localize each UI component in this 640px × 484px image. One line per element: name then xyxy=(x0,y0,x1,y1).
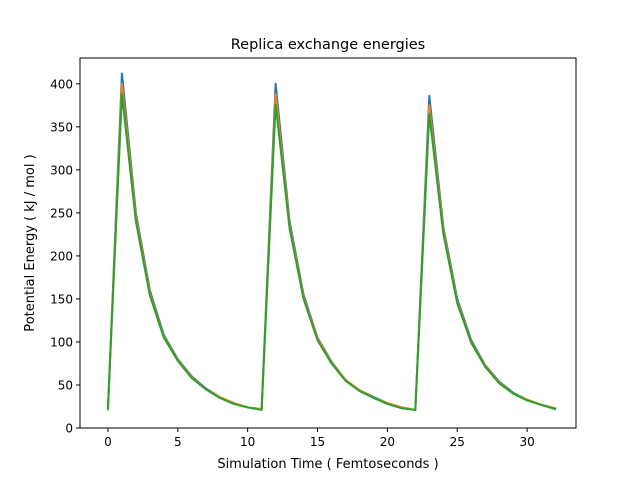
x-tick-label: 25 xyxy=(450,435,465,449)
series-layer xyxy=(106,72,557,411)
y-tick-label: 0 xyxy=(65,422,73,436)
y-tick-label: 250 xyxy=(50,206,73,220)
x-tick-label: 20 xyxy=(380,435,395,449)
y-tick-label: 400 xyxy=(50,77,73,91)
y-tick-label: 300 xyxy=(50,163,73,177)
y-tick-label: 150 xyxy=(50,292,73,306)
y-tick-label: 50 xyxy=(58,378,73,392)
x-tick-label: 0 xyxy=(104,435,112,449)
x-tick-label: 10 xyxy=(240,435,255,449)
y-axis-ticks: 0 50 100 150 200 250 300 350 400 xyxy=(50,77,80,436)
x-axis-label: Simulation Time ( Femtoseconds ) xyxy=(217,457,438,472)
x-tick-label: 5 xyxy=(174,435,182,449)
plot-frame xyxy=(79,57,577,429)
y-axis-label: Potential Energy ( kJ / mol ) xyxy=(23,154,38,331)
series-line-3 xyxy=(106,93,557,411)
y-tick-label: 200 xyxy=(50,249,73,263)
y-tick-label: 350 xyxy=(50,120,73,134)
y-tick-label: 100 xyxy=(50,335,73,349)
x-tick-label: 15 xyxy=(310,435,325,449)
x-axis-ticks: 0 5 10 15 20 25 30 xyxy=(104,428,535,449)
x-tick-label: 30 xyxy=(519,435,534,449)
chart-title: Replica exchange energies xyxy=(231,37,425,53)
